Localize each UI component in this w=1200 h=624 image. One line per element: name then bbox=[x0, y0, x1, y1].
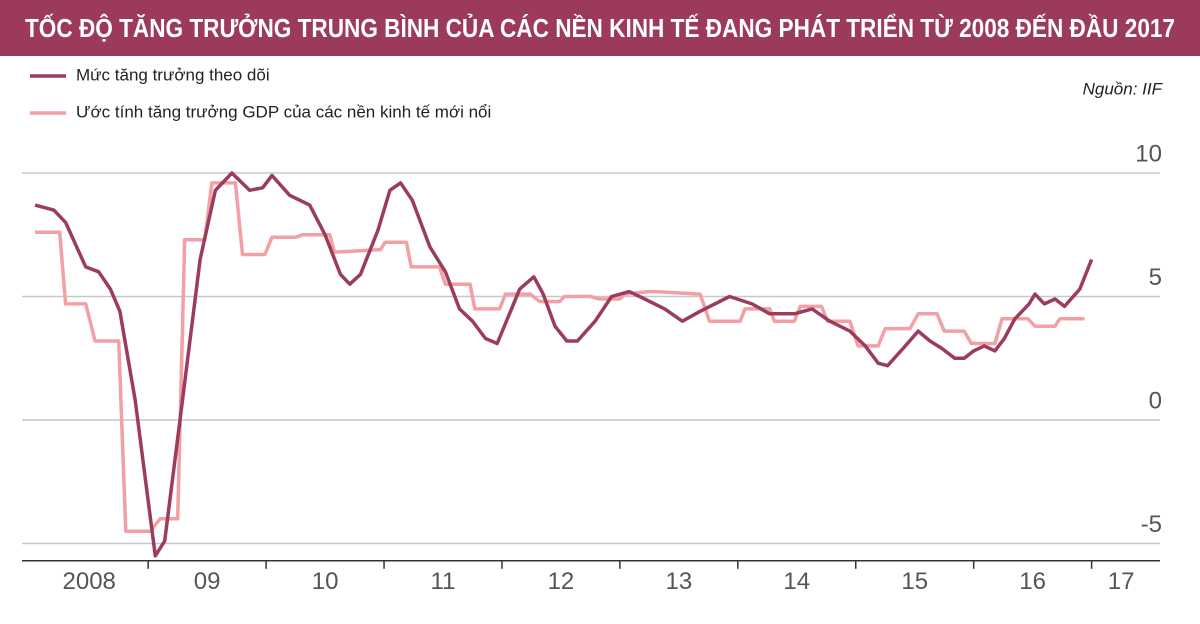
x-tick-label: 11 bbox=[431, 568, 456, 595]
x-tick-label: 13 bbox=[666, 568, 693, 595]
legend-label: Mức tăng trưởng theo dõi bbox=[76, 65, 270, 84]
series-line bbox=[34, 171, 1094, 558]
y-tick-label: 5 bbox=[1149, 264, 1162, 291]
title-bar bbox=[0, 0, 1200, 56]
series-line bbox=[35, 181, 1085, 533]
y-tick-label: -5 bbox=[1141, 511, 1162, 538]
y-tick-label: 10 bbox=[1135, 140, 1162, 167]
legend-label: Ước tính tăng trưởng GDP của các nền kin… bbox=[76, 102, 491, 121]
x-tick-label: 17 bbox=[1108, 568, 1135, 595]
x-tick-label: 09 bbox=[194, 568, 221, 595]
x-tick-label: 16 bbox=[1019, 568, 1046, 595]
x-tick-label: 2008 bbox=[63, 568, 116, 595]
y-tick-label: 0 bbox=[1149, 387, 1162, 414]
source: Nguồn: IIF bbox=[1083, 79, 1164, 98]
x-tick-label: 12 bbox=[548, 568, 575, 595]
x-tick-label: 14 bbox=[783, 568, 810, 595]
chart-title: TỐC ĐỘ TĂNG TRƯỞNG TRUNG BÌNH CỦA CÁC NỀ… bbox=[25, 12, 1175, 43]
x-tick-label: 15 bbox=[901, 568, 928, 595]
x-tick-label: 10 bbox=[312, 568, 339, 595]
